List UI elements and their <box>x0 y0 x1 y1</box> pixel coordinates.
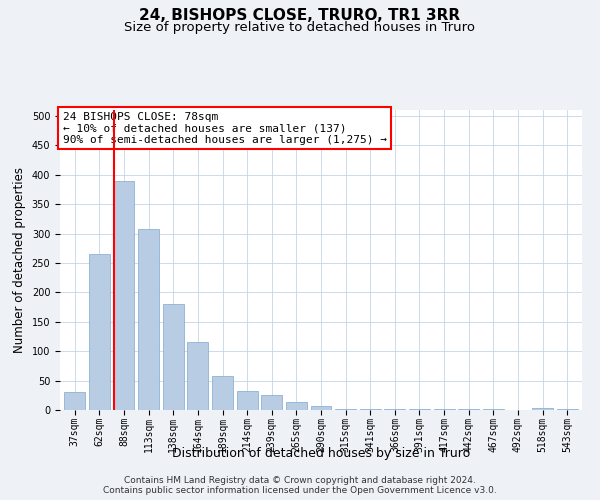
Y-axis label: Number of detached properties: Number of detached properties <box>13 167 26 353</box>
Bar <box>138 229 159 410</box>
Bar <box>163 304 184 410</box>
Bar <box>311 406 331 410</box>
Bar <box>236 390 257 410</box>
Text: 24 BISHOPS CLOSE: 78sqm
← 10% of detached houses are smaller (137)
90% of semi-d: 24 BISHOPS CLOSE: 78sqm ← 10% of detache… <box>62 112 386 144</box>
Bar <box>212 376 233 410</box>
Text: 24, BISHOPS CLOSE, TRURO, TR1 3RR: 24, BISHOPS CLOSE, TRURO, TR1 3RR <box>139 8 461 22</box>
Text: Contains HM Land Registry data © Crown copyright and database right 2024.
Contai: Contains HM Land Registry data © Crown c… <box>103 476 497 495</box>
Bar <box>113 180 134 410</box>
Text: Distribution of detached houses by size in Truro: Distribution of detached houses by size … <box>172 448 470 460</box>
Text: Size of property relative to detached houses in Truro: Size of property relative to detached ho… <box>125 21 476 34</box>
Bar <box>261 396 282 410</box>
Bar <box>286 402 307 410</box>
Bar <box>532 408 553 410</box>
Bar <box>187 342 208 410</box>
Bar <box>89 254 110 410</box>
Bar <box>64 392 85 410</box>
